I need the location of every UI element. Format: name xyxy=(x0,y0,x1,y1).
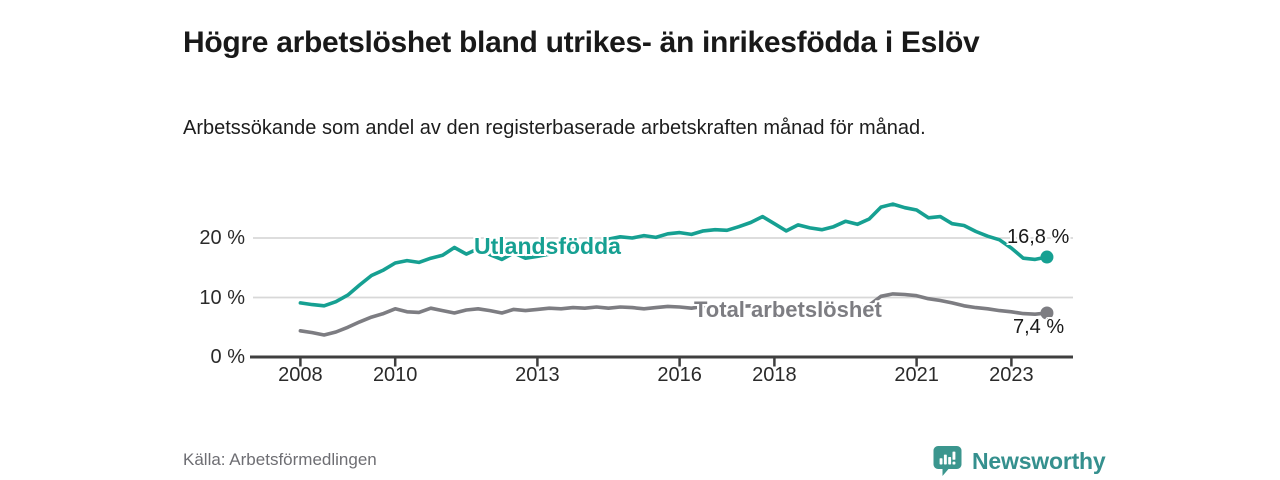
x-tick-label-2016: 2016 xyxy=(657,364,702,386)
series-end-dot-utlandsfodda xyxy=(1040,250,1054,264)
x-tick-label-2013: 2013 xyxy=(515,364,560,386)
source-note: Källa: Arbetsförmedlingen xyxy=(183,450,377,469)
series-label-total-arbetsloshet: Total arbetslöshet xyxy=(694,297,882,322)
series-end-dot-total-arbetsloshet xyxy=(1040,306,1054,320)
series-line-utlandsfodda xyxy=(298,202,1049,308)
bar-chart-speech-bubble-icon xyxy=(933,446,962,476)
y-tick-label-10: 10 % xyxy=(199,286,245,309)
newsworthy-logo: Newsworthy xyxy=(932,445,1106,478)
x-tick-label-2021: 2021 xyxy=(894,364,939,386)
y-tick-label-0: 0 % xyxy=(210,346,245,368)
end-value-label-utlandsfodda: 16,8 % xyxy=(1007,226,1070,248)
x-tick-label-2010: 2010 xyxy=(372,364,418,386)
x-tick-label-2018: 2018 xyxy=(752,364,797,386)
x-tick-label-2008: 2008 xyxy=(278,364,323,386)
end-value-label-total: 7,4 % xyxy=(1013,316,1065,338)
page-title: Högre arbetslöshet bland utrikes- än inr… xyxy=(183,26,980,60)
y-tick-label-20: 20 % xyxy=(199,227,245,249)
series-label-utlandsfodda: Utlandsfödda xyxy=(474,233,621,259)
series-line-total-arbetsloshet xyxy=(298,292,1049,337)
x-tick-label-2023: 2023 xyxy=(989,364,1034,386)
newsworthy-wordmark: Newsworthy xyxy=(972,448,1106,474)
chart-subtitle: Arbetssökande som andel av den registerb… xyxy=(183,117,926,139)
